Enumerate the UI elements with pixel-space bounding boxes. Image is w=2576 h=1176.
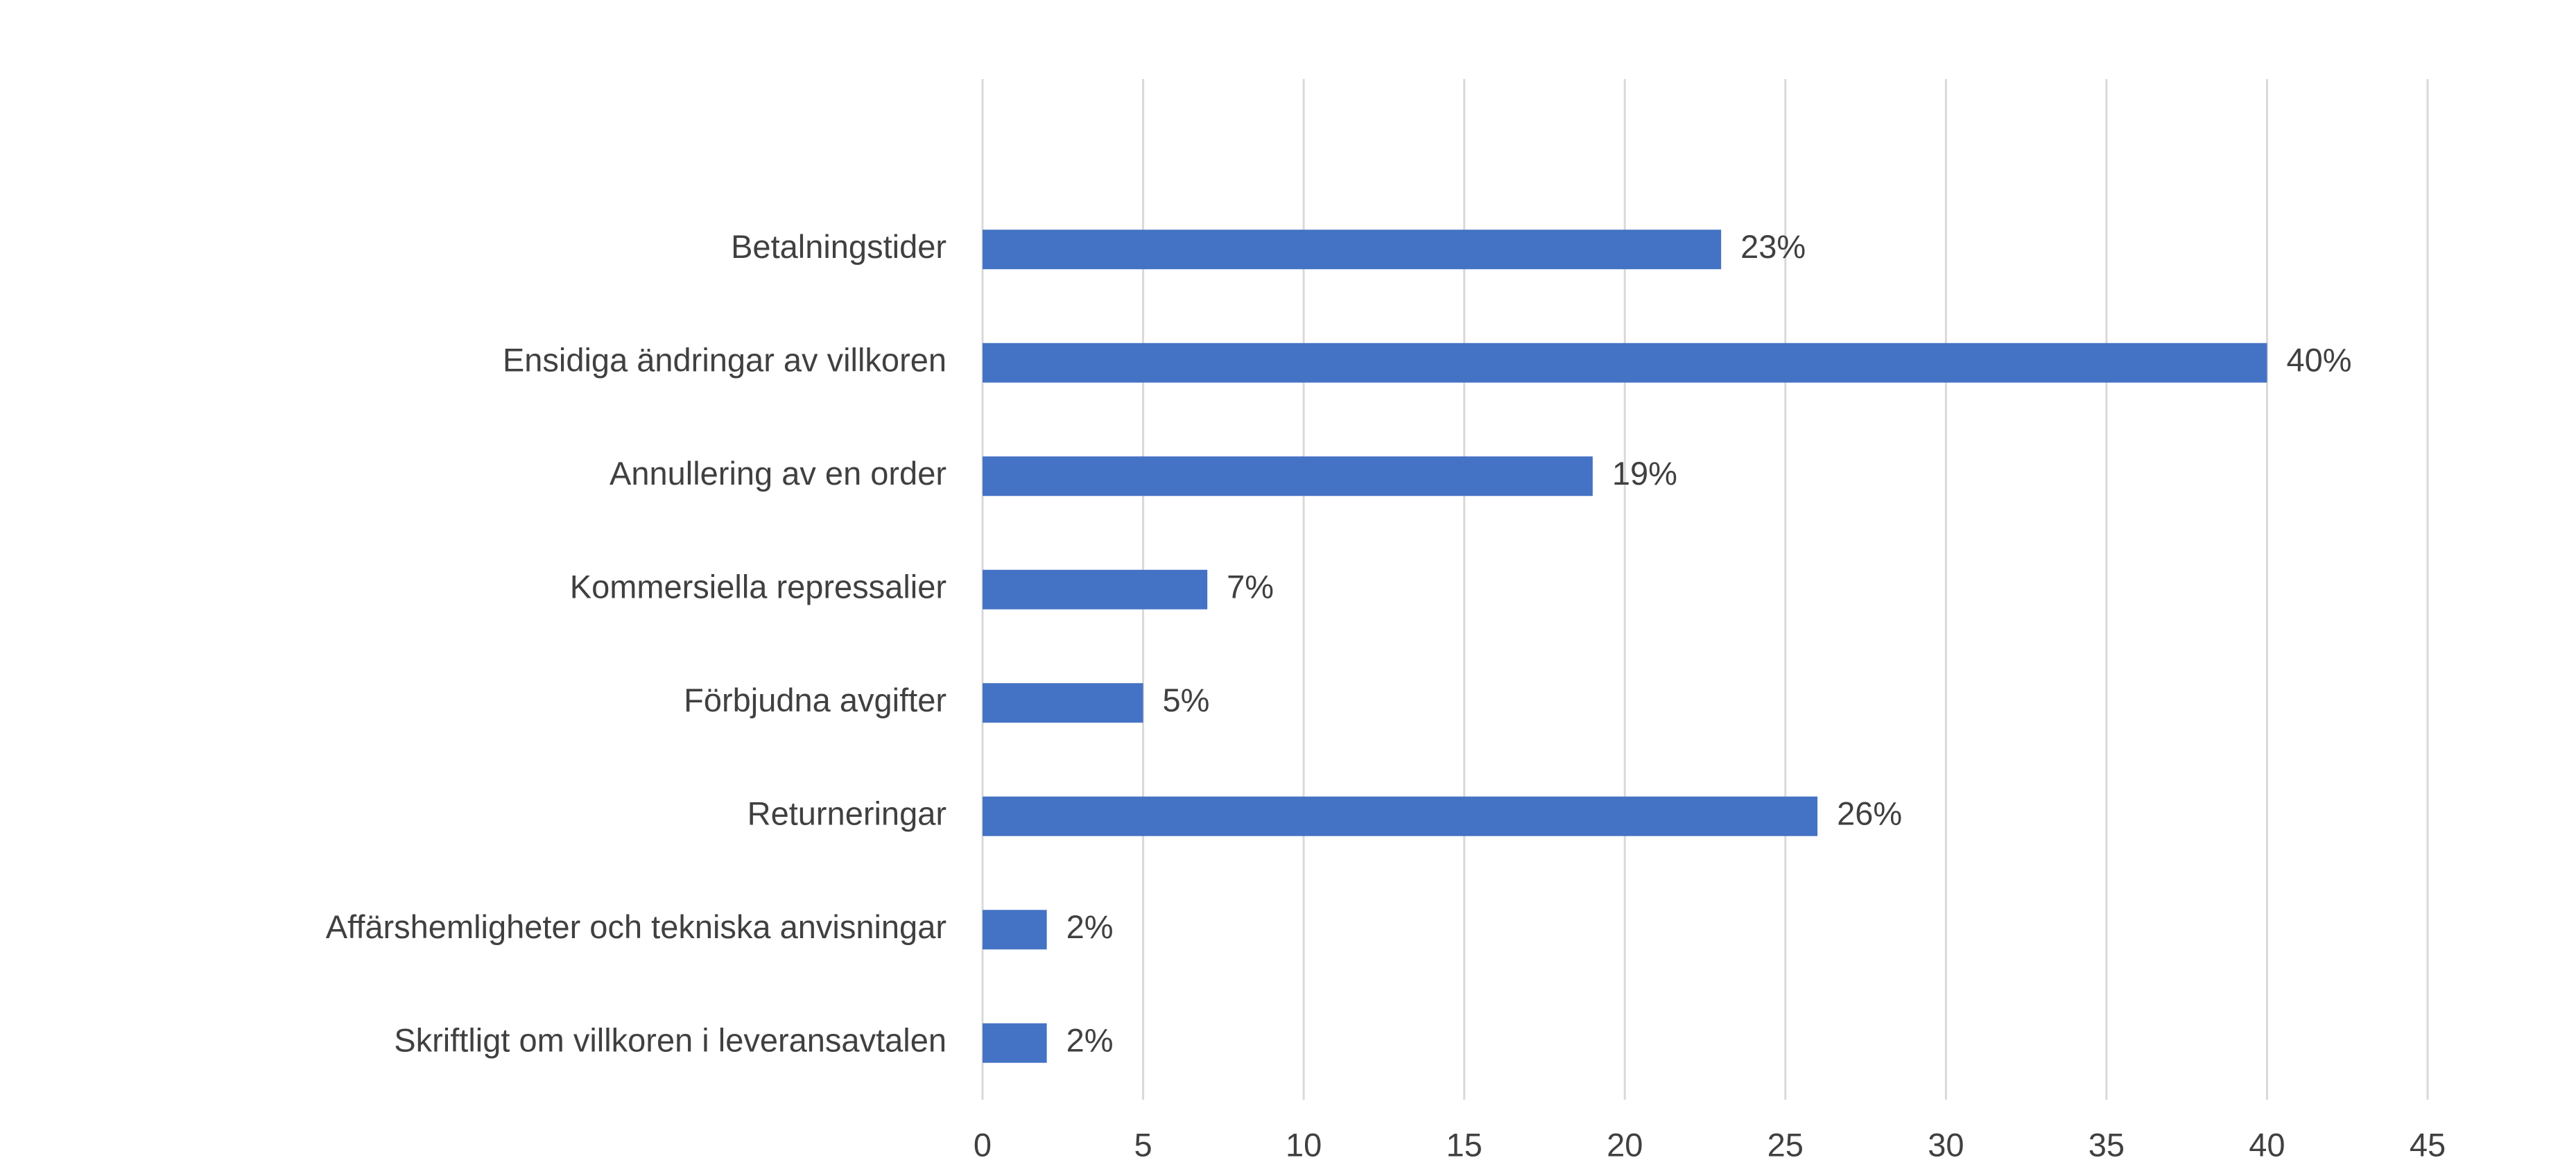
bar <box>983 569 1208 609</box>
y-tick-label: Affärshemligheter och tekniska anvisning… <box>326 908 946 945</box>
x-tick-label: 30 <box>1928 1126 1964 1163</box>
bar <box>983 683 1143 723</box>
y-tick-label: Kommersiella repressalier <box>570 569 946 605</box>
bar <box>983 1023 1047 1063</box>
value-label: 26% <box>1837 795 1902 832</box>
x-tick-label: 15 <box>1446 1126 1483 1163</box>
bar <box>983 796 1818 836</box>
value-label: 40% <box>2286 342 2351 379</box>
value-label: 2% <box>1066 1022 1114 1059</box>
x-tick-label: 5 <box>1134 1126 1152 1163</box>
x-tick-label: 45 <box>2410 1126 2446 1163</box>
bar <box>983 456 1593 496</box>
x-tick-label: 10 <box>1286 1126 1322 1163</box>
value-label: 19% <box>1612 455 1677 492</box>
x-tick-label: 0 <box>974 1126 992 1163</box>
x-tick-label: 20 <box>1607 1126 1643 1163</box>
value-label: 23% <box>1740 228 1806 265</box>
x-tick-label: 35 <box>2089 1126 2125 1163</box>
x-tick-label: 40 <box>2249 1126 2285 1163</box>
value-label: 7% <box>1227 569 1274 605</box>
y-tick-label: Förbjudna avgifter <box>684 682 946 718</box>
y-tick-label: Annullering av en order <box>610 455 946 492</box>
y-tick-label: Skriftligt om villkoren i leveransavtale… <box>394 1022 946 1059</box>
value-label: 2% <box>1066 908 1114 945</box>
y-tick-label: Betalningstider <box>731 228 946 265</box>
value-label: 5% <box>1163 682 1210 718</box>
bar <box>983 910 1047 950</box>
x-tick-label: 25 <box>1767 1126 1804 1163</box>
y-tick-label: Returneringar <box>747 795 946 832</box>
bar <box>983 230 1722 270</box>
y-tick-label: Ensidiga ändringar av villkoren <box>503 342 946 379</box>
bar <box>983 343 2267 383</box>
